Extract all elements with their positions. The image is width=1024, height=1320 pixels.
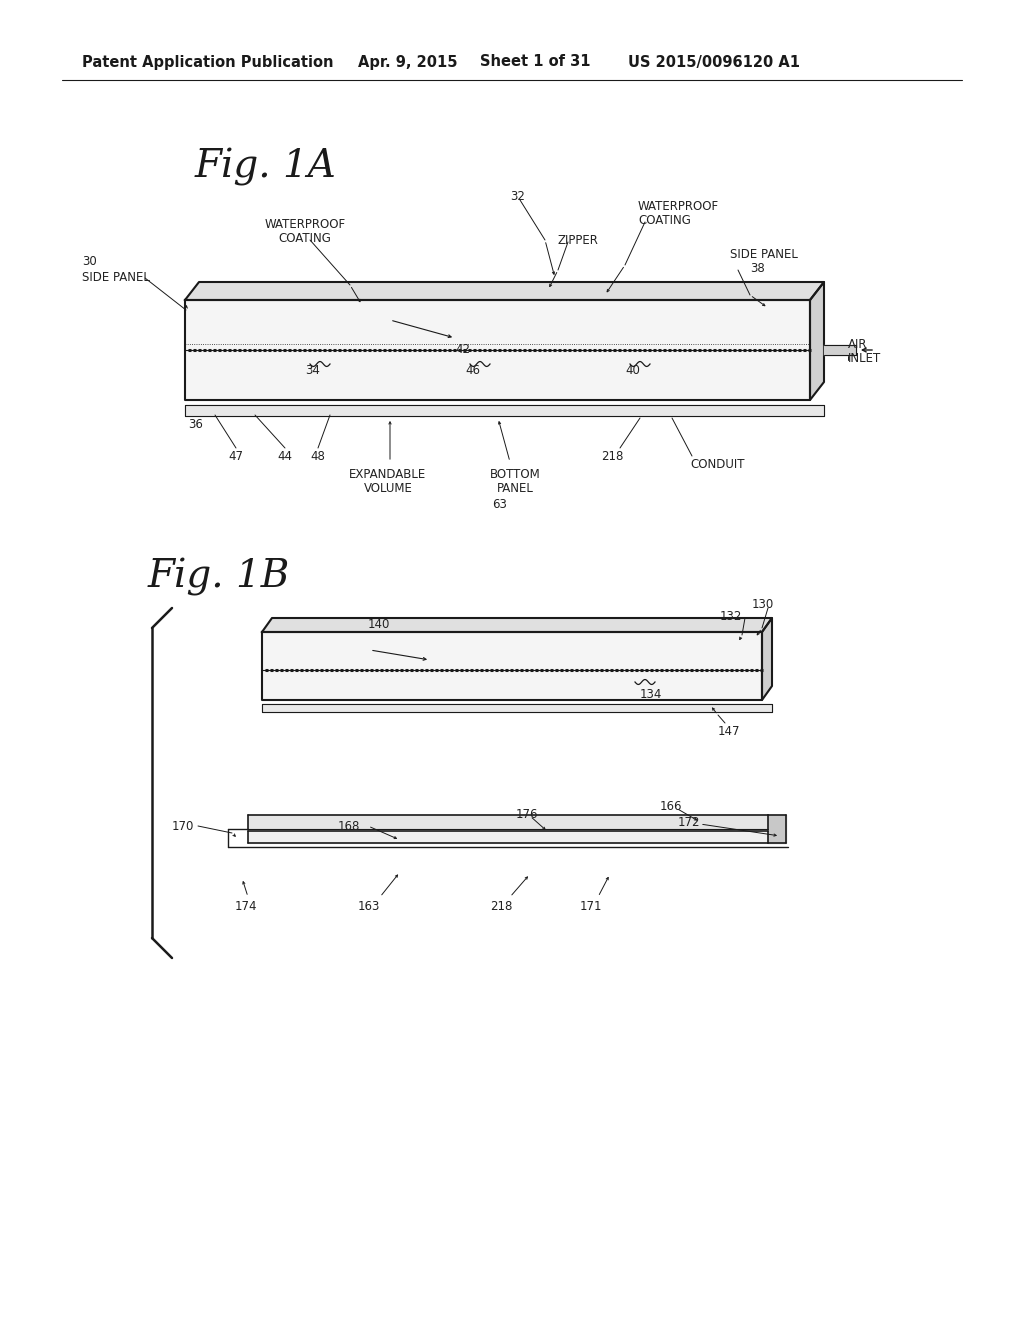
Text: WATERPROOF: WATERPROOF	[638, 201, 719, 213]
Text: EXPANDABLE: EXPANDABLE	[349, 469, 427, 480]
Polygon shape	[768, 814, 786, 843]
Text: 134: 134	[640, 688, 663, 701]
Text: CONDUIT: CONDUIT	[690, 458, 744, 471]
Text: 218: 218	[601, 450, 624, 463]
Polygon shape	[262, 704, 772, 711]
Text: 38: 38	[750, 261, 765, 275]
Text: Fig. 1A: Fig. 1A	[195, 148, 337, 186]
Text: 130: 130	[752, 598, 774, 611]
Text: 176: 176	[516, 808, 539, 821]
Text: 174: 174	[234, 900, 257, 913]
Text: BOTTOM: BOTTOM	[489, 469, 541, 480]
Polygon shape	[248, 832, 768, 843]
Text: 34: 34	[305, 363, 319, 376]
Text: 44: 44	[278, 450, 293, 463]
Polygon shape	[762, 618, 772, 700]
Text: 218: 218	[490, 900, 512, 913]
Polygon shape	[185, 282, 824, 300]
Polygon shape	[262, 618, 772, 632]
Polygon shape	[248, 814, 768, 829]
Text: 63: 63	[493, 498, 508, 511]
Text: 172: 172	[678, 816, 700, 829]
Text: PANEL: PANEL	[497, 482, 534, 495]
Polygon shape	[185, 300, 810, 400]
Text: VOLUME: VOLUME	[364, 482, 413, 495]
Text: SIDE PANEL: SIDE PANEL	[82, 271, 150, 284]
Polygon shape	[824, 345, 856, 355]
Text: 47: 47	[228, 450, 244, 463]
Text: 147: 147	[718, 725, 740, 738]
Text: Sheet 1 of 31: Sheet 1 of 31	[480, 54, 591, 70]
Text: COATING: COATING	[638, 214, 691, 227]
Text: WATERPROOF: WATERPROOF	[264, 218, 345, 231]
Text: 163: 163	[358, 900, 380, 913]
Text: US 2015/0096120 A1: US 2015/0096120 A1	[628, 54, 800, 70]
Text: Patent Application Publication: Patent Application Publication	[82, 54, 334, 70]
Text: 36: 36	[188, 418, 203, 432]
Text: 30: 30	[82, 255, 96, 268]
Text: SIDE PANEL: SIDE PANEL	[730, 248, 798, 261]
Text: 168: 168	[338, 820, 360, 833]
Text: 32: 32	[510, 190, 525, 203]
Text: 48: 48	[310, 450, 326, 463]
Text: AIR: AIR	[848, 338, 867, 351]
Text: 132: 132	[720, 610, 742, 623]
Text: COATING: COATING	[279, 232, 332, 246]
Text: 46: 46	[465, 363, 480, 376]
Text: INLET: INLET	[848, 352, 882, 366]
Polygon shape	[185, 405, 824, 416]
Text: 166: 166	[660, 800, 683, 813]
Text: 42: 42	[455, 343, 470, 356]
Polygon shape	[262, 632, 762, 700]
Polygon shape	[810, 282, 824, 400]
Text: 140: 140	[368, 618, 390, 631]
Text: 171: 171	[580, 900, 602, 913]
Text: Apr. 9, 2015: Apr. 9, 2015	[358, 54, 458, 70]
Text: ZIPPER: ZIPPER	[558, 234, 599, 247]
Text: Fig. 1B: Fig. 1B	[148, 558, 291, 597]
Text: 40: 40	[625, 363, 640, 376]
Text: 170: 170	[172, 820, 195, 833]
